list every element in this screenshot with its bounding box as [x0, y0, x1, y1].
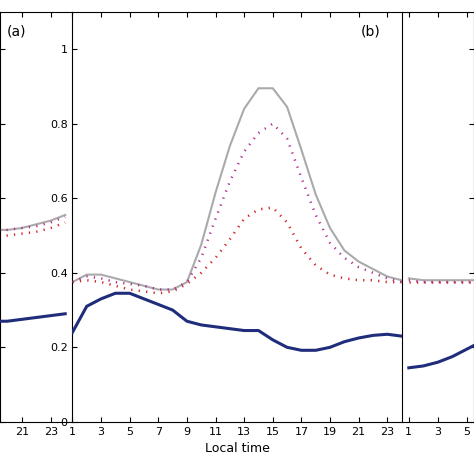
- Text: (a): (a): [7, 24, 27, 38]
- Text: (b): (b): [360, 24, 380, 38]
- X-axis label: Local time: Local time: [205, 442, 269, 455]
